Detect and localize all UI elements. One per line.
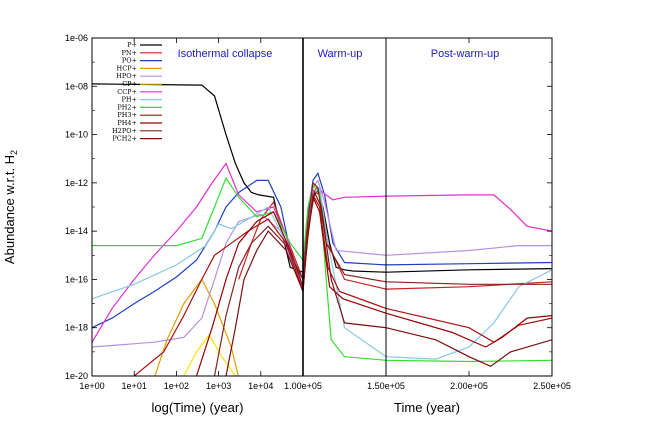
y-tick-label: 1e-16 [65,274,88,284]
left-series-group [92,83,303,376]
series-line-7 [92,206,303,300]
legend-label: PH3+ [117,111,137,119]
x-tick-label: 1e+02 [164,381,189,391]
y-tick-label: 1e-18 [65,323,88,333]
y-tick-label: 1e-14 [65,226,88,236]
x-tick-label: 2.00e+05 [450,381,488,391]
legend-label: H2PO+ [112,127,137,135]
series-line-10 [195,210,303,376]
series-line-8 [92,176,303,261]
legend-label: HPO+ [116,72,137,80]
x-axis-label-left: log(Time) (year) [152,400,244,415]
x-tick-label: 1e+04 [248,381,273,391]
y-tick-label: 1e-10 [65,130,88,140]
series-line-right-4 [303,179,552,275]
series-line-right-2 [303,171,552,273]
series-line-11 [213,225,303,376]
axis-ticks: 1e-06 1e-08 1e-10 1e-12 1e-14 1e-16 1e-18 1e-20… [65,33,571,391]
legend: P+PN+PO+HCP+HPO+CP+CCP+PH+PH2+PH3+PH4+H2… [112,41,162,143]
legend-label: PN+ [121,49,137,57]
series-line-4 [92,213,303,348]
series-line-right-12 [303,190,552,367]
right-series-group [303,171,552,367]
x-tick-label: 1e+00 [79,381,104,391]
y-tick-label: 1e-12 [65,178,88,188]
phase-label-postwarmup: Post-warm-up [431,48,499,60]
legend-label: CCP+ [117,88,137,96]
y-axis-label: Abundance w.r.t. H2 [2,150,19,264]
x-tick-label: 1e+03 [206,381,231,391]
series-line-12 [225,230,303,376]
legend-label: PH4+ [117,119,137,127]
phase-annotations: Isothermal collapse Warm-up Post-warm-up [178,48,500,60]
legend-label: PO+ [122,57,137,65]
y-tick-label: 1e-08 [65,81,88,91]
series-line-right-8 [303,184,552,363]
x-tick-label: 1.00e+05 [284,381,322,391]
series-line-right-1 [303,189,552,290]
legend-label: PH+ [122,96,138,104]
series-line-right-6 [303,186,552,292]
x-tick-label: 1.50e+05 [367,381,405,391]
phase-label-isothermal: Isothermal collapse [178,48,273,60]
series-line-2 [92,179,303,329]
legend-label: HCP+ [117,64,137,72]
legend-label: P+ [127,41,137,49]
y-tick-label: 1e-06 [65,33,88,43]
x-tick-label: 1e+01 [122,381,147,391]
series-line-right-0 [303,188,552,273]
series-line-9 [133,218,303,376]
legend-label: PH2+ [117,103,137,111]
y-tick-label: 1e-20 [65,371,88,381]
series-line-3 [154,278,239,376]
x-axis-label-right: Time (year) [394,400,460,415]
legend-label: CP+ [122,80,137,88]
legend-label: PCH2+ [112,135,137,143]
axis-labels: log(Time) (year) Time (year) Abundance w.r… [2,150,460,415]
series-line-right-10 [303,195,552,348]
series-line-6 [92,162,303,343]
x-tick-label: 2.50e+05 [533,381,571,391]
phase-label-warmup: Warm-up [318,48,363,60]
